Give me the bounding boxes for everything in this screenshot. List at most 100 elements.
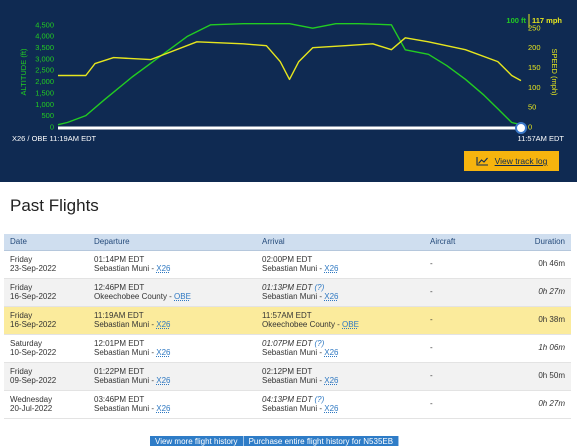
departure-cell: 03:46PM EDT Sebastian Muni - X26 bbox=[88, 390, 256, 419]
departure-airport-code-link[interactable]: OBE bbox=[174, 292, 191, 301]
altitude-speed-chart: 4,500 4,000 3,500 3,000 2,500 2,000 1,500 1,000… bbox=[12, 14, 564, 143]
speed-tick-label: 250 bbox=[528, 23, 541, 32]
aircraft-cell: - bbox=[424, 278, 512, 307]
table-header-row: Date Departure Arrival Aircraft Duration bbox=[4, 234, 571, 251]
view-track-log-button[interactable]: View track log bbox=[464, 151, 559, 171]
arrival-cell: 11:57AM EDT Okeechobee County - OBE bbox=[256, 306, 424, 335]
speed-tick-label: 0 bbox=[528, 123, 532, 132]
flight-date: 16-Sep-2022 bbox=[10, 320, 57, 329]
aircraft-position-marker bbox=[515, 122, 527, 134]
departure-time: 01:14PM EDT bbox=[94, 254, 145, 264]
departure-cell: 12:46PM EDT Okeechobee County - OBE bbox=[88, 278, 256, 307]
arrival-airport-code-link[interactable]: X26 bbox=[324, 292, 339, 301]
flights-body: Friday 23-Sep-2022 01:14PM EDT Sebastian Mu… bbox=[4, 250, 571, 419]
flight-track-panel: 4,500 4,000 3,500 3,000 2,500 2,000 1,500 1,000… bbox=[0, 0, 577, 182]
table-row[interactable]: Friday 16-Sep-2022 12:46PM EDT Okeechobee C… bbox=[4, 278, 571, 307]
arrival-airport-line: Sebastian Muni - X26 bbox=[262, 264, 339, 273]
arrival-cell: 02:12PM EDT Sebastian Muni - X26 bbox=[256, 362, 424, 391]
altitude-axis-label: ALTITUDE (ft) bbox=[19, 48, 28, 95]
arrival-time-line: 11:57AM EDT bbox=[262, 311, 418, 321]
past-flights-heading: Past Flights bbox=[10, 196, 99, 215]
estimated-help-link[interactable]: (?) bbox=[314, 282, 325, 292]
arrival-time-line: 02:12PM EDT bbox=[262, 367, 418, 377]
arrival-airport-name: Okeechobee County bbox=[262, 320, 335, 329]
col-aircraft-header[interactable]: Aircraft bbox=[424, 234, 512, 251]
col-departure-header[interactable]: Departure bbox=[88, 234, 256, 251]
flight-date: 16-Sep-2022 bbox=[10, 292, 57, 301]
departure-airport-code-link[interactable]: X26 bbox=[156, 264, 171, 273]
speed-tick-label: 100 bbox=[528, 83, 541, 92]
current-altitude-readout: 100 ft bbox=[506, 16, 526, 25]
col-date-header[interactable]: Date bbox=[4, 234, 88, 251]
departure-cell: 12:01PM EDT Sebastian Muni - X26 bbox=[88, 334, 256, 363]
arrival-airport-line: Sebastian Muni - X26 bbox=[262, 404, 339, 413]
table-row[interactable]: Wednesday 20-Jul-2022 03:46PM EDT Sebastian… bbox=[4, 390, 571, 419]
arrival-cell: 04:13PM EDT (?) Sebastian Muni - X26 bbox=[256, 390, 424, 419]
date-cell: Saturday 10-Sep-2022 bbox=[4, 334, 88, 363]
col-arrival-header[interactable]: Arrival bbox=[256, 234, 424, 251]
departure-airport-code-link[interactable]: X26 bbox=[156, 376, 171, 385]
departure-airport-name: Sebastian Muni bbox=[94, 348, 150, 357]
arrival-airport-code-link[interactable]: X26 bbox=[324, 264, 339, 273]
table-row[interactable]: Friday 16-Sep-2022 11:19AM EDT Sebastian Mu… bbox=[4, 306, 571, 335]
history-buttons: View more flight history Purchase entire… bbox=[150, 436, 400, 446]
departure-airport-name: Okeechobee County bbox=[94, 292, 167, 301]
arrival-airport-name: Sebastian Muni bbox=[262, 292, 318, 301]
departure-airport-code-link[interactable]: X26 bbox=[156, 320, 171, 329]
departure-cell: 01:14PM EDT Sebastian Muni - X26 bbox=[88, 250, 256, 279]
departure-airport-name: Sebastian Muni bbox=[94, 376, 150, 385]
altitude-tick-label: 0 bbox=[50, 123, 54, 132]
arrival-time-line: 04:13PM EDT (?) bbox=[262, 395, 418, 405]
flight-date: 10-Sep-2022 bbox=[10, 348, 57, 357]
departure-airport-code-link[interactable]: X26 bbox=[156, 348, 171, 357]
departure-time: 01:22PM EDT bbox=[94, 366, 145, 376]
arrival-airport-code-link[interactable]: X26 bbox=[324, 348, 339, 357]
arrival-airport-name: Sebastian Muni bbox=[262, 376, 318, 385]
arrival-airport-name: Sebastian Muni bbox=[262, 264, 318, 273]
arrival-airport-code-link[interactable]: X26 bbox=[324, 376, 339, 385]
speed-tick-label: 150 bbox=[528, 63, 541, 72]
arrival-time-line: 01:07PM EDT (?) bbox=[262, 339, 418, 349]
table-row[interactable]: Friday 23-Sep-2022 01:14PM EDT Sebastian Mu… bbox=[4, 250, 571, 279]
departure-airport-name: Sebastian Muni bbox=[94, 404, 150, 413]
departure-cell: 01:22PM EDT Sebastian Muni - X26 bbox=[88, 362, 256, 391]
past-flights-table: Date Departure Arrival Aircraft Duration… bbox=[4, 234, 571, 419]
altitude-tick-label: 4,500 bbox=[35, 20, 54, 29]
aircraft-cell: - bbox=[424, 334, 512, 363]
departure-airport-code-link[interactable]: X26 bbox=[156, 404, 171, 413]
arrival-airport-code-link[interactable]: X26 bbox=[324, 404, 339, 413]
estimated-help-link[interactable]: (?) bbox=[314, 394, 325, 404]
table-row[interactable]: Friday 09-Sep-2022 01:22PM EDT Sebastian Mu… bbox=[4, 362, 571, 391]
aircraft-cell: - bbox=[424, 306, 512, 335]
departure-airport-line: Sebastian Muni - X26 bbox=[94, 320, 171, 329]
view-more-history-button[interactable]: View more flight history bbox=[150, 436, 244, 446]
date-cell: Friday 23-Sep-2022 bbox=[4, 250, 88, 279]
departure-airport-line: Sebastian Muni - X26 bbox=[94, 264, 171, 273]
aircraft-cell: - bbox=[424, 362, 512, 391]
flight-date: 09-Sep-2022 bbox=[10, 376, 57, 385]
speed-tick-label: 200 bbox=[528, 43, 541, 52]
date-cell: Wednesday 20-Jul-2022 bbox=[4, 390, 88, 419]
weekday: Friday bbox=[10, 254, 33, 264]
altitude-tick-label: 2,000 bbox=[35, 77, 54, 86]
arrival-time: 11:57AM EDT bbox=[262, 310, 312, 320]
chart-line-icon bbox=[476, 157, 488, 166]
arrival-time-line: 02:00PM EDT bbox=[262, 255, 418, 265]
col-duration-header[interactable]: Duration bbox=[512, 234, 571, 251]
departure-airport-name: Sebastian Muni bbox=[94, 320, 150, 329]
date-cell: Friday 16-Sep-2022 bbox=[4, 278, 88, 307]
departure-time: 03:46PM EDT bbox=[94, 394, 145, 404]
flight-date: 23-Sep-2022 bbox=[10, 264, 57, 273]
departure-time-label: X26 / OBE 11:19AM EDT bbox=[12, 134, 96, 143]
table-row[interactable]: Saturday 10-Sep-2022 12:01PM EDT Sebastian … bbox=[4, 334, 571, 363]
departure-airport-line: Sebastian Muni - X26 bbox=[94, 348, 171, 357]
date-cell: Friday 16-Sep-2022 bbox=[4, 306, 88, 335]
estimated-help-link[interactable]: (?) bbox=[314, 338, 325, 348]
departure-time: 12:46PM EDT bbox=[94, 282, 145, 292]
departure-cell: 11:19AM EDT Sebastian Muni - X26 bbox=[88, 306, 256, 335]
arrival-time: 02:12PM EDT bbox=[262, 366, 313, 376]
arrival-airport-code-link[interactable]: OBE bbox=[342, 320, 359, 329]
purchase-history-button[interactable]: Purchase entire flight history for N535E… bbox=[243, 436, 400, 446]
arrival-time-line: 01:13PM EDT (?) bbox=[262, 283, 418, 293]
arrival-time-label: 11:57AM EDT bbox=[517, 134, 564, 143]
